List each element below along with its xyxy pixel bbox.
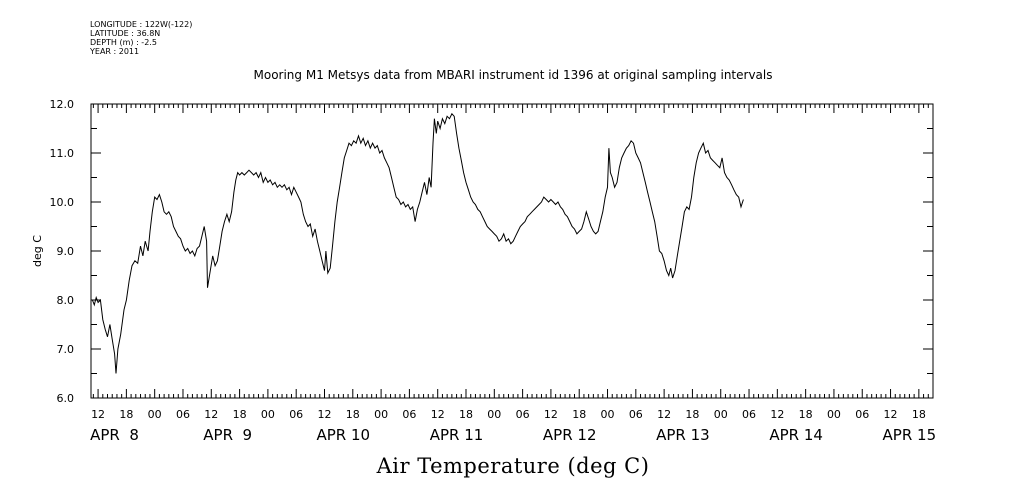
x-tick-label: 00 — [374, 408, 388, 421]
x-tick-label: 06 — [629, 408, 643, 421]
x-tick-label: 18 — [572, 408, 586, 421]
day-label: APR 10 — [316, 426, 370, 444]
x-tick-label: 00 — [148, 408, 162, 421]
x-tick-label: 06 — [516, 408, 530, 421]
x-tick-label: 00 — [714, 408, 728, 421]
x-tick-labels: 12 18 00 06 12 18 00 06 12 18 00 06 12 18 00 06 12 18 00 06… — [91, 408, 926, 421]
day-labels: APR 8 APR 9 APR 10 APR 11 APR 12 APR 13 APR 14… — [90, 426, 936, 444]
x-axis-label: Air Temperature (deg C) — [376, 454, 650, 478]
chart-title: Mooring M1 Metsys data from MBARI instru… — [253, 68, 773, 82]
x-tick-label: 12 — [884, 408, 898, 421]
y-tick-label: 6.0 — [57, 392, 75, 405]
x-tick-label: 00 — [261, 408, 275, 421]
x-tick-label: 18 — [346, 408, 360, 421]
day-label: APR 9 — [203, 426, 252, 444]
y-axis-label: deg C — [31, 235, 44, 267]
day-label: APR 11 — [430, 426, 484, 444]
x-tick-label: 18 — [912, 408, 926, 421]
axis-ticks — [91, 103, 934, 399]
y-tick-label: 8.0 — [57, 294, 75, 307]
longitude-text: LONGITUDE : 122W(-122) — [90, 20, 193, 29]
day-label: APR 13 — [656, 426, 710, 444]
x-tick-label: 18 — [119, 408, 133, 421]
x-tick-label: 06 — [855, 408, 869, 421]
x-tick-label: 18 — [459, 408, 473, 421]
plot-frame — [90, 103, 934, 399]
x-tick-label: 00 — [487, 408, 501, 421]
x-tick-label: 12 — [657, 408, 671, 421]
x-tick-label: 18 — [685, 408, 699, 421]
y-tick-label: 7.0 — [57, 343, 75, 356]
x-tick-label: 18 — [799, 408, 813, 421]
x-tick-label: 12 — [544, 408, 558, 421]
x-tick-label: 12 — [770, 408, 784, 421]
day-label: APR 14 — [769, 426, 823, 444]
year-text: YEAR : 2011 — [90, 47, 140, 56]
x-tick-label: 18 — [233, 408, 247, 421]
x-tick-label: 00 — [601, 408, 615, 421]
x-tick-label: 12 — [204, 408, 218, 421]
latitude-text: LATITUDE : 36.8N — [90, 29, 161, 38]
x-tick-label: 06 — [742, 408, 756, 421]
y-tick-label: 11.0 — [50, 147, 75, 160]
y-tick-label: 10.0 — [50, 196, 75, 209]
series-line — [91, 112, 744, 374]
x-tick-label: 12 — [431, 408, 445, 421]
y-tick-label: 9.0 — [57, 245, 75, 258]
day-label: APR 8 — [90, 426, 139, 444]
x-tick-label: 06 — [402, 408, 416, 421]
depth-text: DEPTH (m) : -2.5 — [90, 38, 157, 47]
y-tick-label: 12.0 — [50, 98, 75, 111]
x-tick-label: 06 — [289, 408, 303, 421]
x-tick-label: 12 — [317, 408, 331, 421]
x-tick-label: 12 — [91, 408, 105, 421]
x-tick-label: 00 — [827, 408, 841, 421]
day-label: APR 15 — [883, 426, 937, 444]
y-tick-labels: 6.0 7.0 8.0 9.0 10.0 11.0 12.0 — [50, 98, 75, 405]
x-tick-label: 06 — [176, 408, 190, 421]
day-label: APR 12 — [543, 426, 597, 444]
metadata-block: LONGITUDE : 122W(-122) LATITUDE : 36.8N … — [90, 20, 192, 56]
